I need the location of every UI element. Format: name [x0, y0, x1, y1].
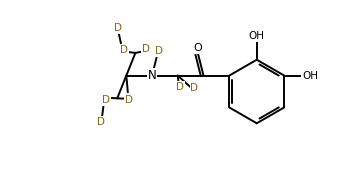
- Text: D: D: [176, 82, 184, 92]
- Text: OH: OH: [249, 31, 265, 41]
- Text: N: N: [148, 69, 157, 82]
- Text: D: D: [191, 83, 198, 93]
- Text: D: D: [125, 95, 133, 105]
- Text: D: D: [142, 44, 150, 54]
- Text: O: O: [194, 43, 202, 53]
- Text: D: D: [155, 46, 163, 56]
- Text: D: D: [120, 45, 128, 55]
- Text: D: D: [102, 95, 110, 105]
- Text: D: D: [97, 117, 106, 127]
- Text: OH: OH: [302, 71, 318, 81]
- Text: D: D: [114, 23, 122, 33]
